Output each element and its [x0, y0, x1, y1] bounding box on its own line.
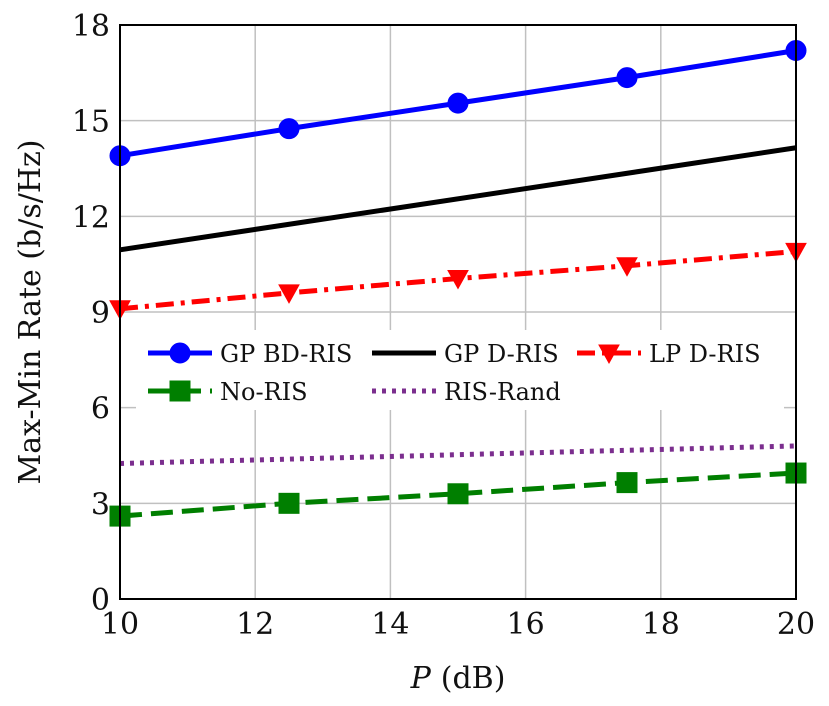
y-axis-title: Max-Min Rate (b/s/Hz)	[13, 140, 48, 485]
y-tick-label: 15	[72, 105, 110, 140]
series-line	[119, 470, 797, 519]
data-point	[616, 472, 638, 494]
series-ris-rand	[119, 443, 797, 466]
x-tick-label: 16	[507, 607, 545, 642]
y-tick-label: 3	[91, 487, 110, 522]
x-axis-unit: (dB)	[441, 661, 506, 696]
data-point	[616, 67, 638, 89]
x-tick-label: 12	[236, 607, 274, 642]
plot-frame	[119, 24, 797, 600]
y-tick-label: 12	[72, 200, 110, 235]
legend-item: GP D-RIS	[372, 340, 559, 368]
series-gp-bd-ris	[109, 40, 807, 167]
data-point	[169, 380, 191, 402]
series-gp-d-ris	[119, 145, 797, 253]
data-point	[169, 342, 191, 364]
data-point	[447, 92, 469, 114]
y-tick-label: 18	[72, 9, 110, 44]
data-point	[278, 118, 300, 140]
data-point	[616, 257, 638, 277]
data-point	[447, 270, 469, 290]
data-point	[278, 284, 300, 304]
data-point	[598, 344, 620, 365]
y-tick-label: 6	[91, 392, 110, 427]
legend-item: No-RIS	[148, 378, 308, 406]
legend-item: RIS-Rand	[372, 378, 561, 406]
series-no-ris	[109, 462, 807, 527]
series-line	[119, 443, 797, 466]
legend: GP BD-RIS GP D-RIS LP D-RIS No-RIS RIS-Rand	[136, 330, 784, 410]
x-tick-label: 18	[642, 607, 680, 642]
legend-label: RIS-Rand	[444, 378, 561, 406]
legend-label: LP D-RIS	[649, 340, 761, 368]
legend-box	[136, 330, 784, 410]
x-tick-label: 20	[777, 607, 815, 642]
tick-labels: 10 12 14 16 18 20 0 3 6 9 12 15 18	[72, 9, 815, 642]
data-point	[447, 483, 469, 505]
y-tick-label: 9	[91, 296, 110, 331]
legend-label: GP BD-RIS	[220, 340, 352, 368]
series-lp-d-ris	[109, 242, 807, 320]
legend-item: GP BD-RIS	[148, 340, 352, 368]
x-axis-variable: P	[410, 661, 432, 696]
series-group	[109, 40, 807, 527]
series-line	[119, 145, 797, 253]
x-tick-label: 10	[101, 607, 139, 642]
data-point	[278, 492, 300, 514]
y-tick-label: 0	[91, 583, 110, 618]
x-tick-label: 14	[371, 607, 409, 642]
x-axis-title: P (dB)	[410, 661, 506, 696]
legend-item: LP D-RIS	[577, 340, 761, 368]
legend-label: No-RIS	[220, 378, 308, 406]
legend-label: GP D-RIS	[444, 340, 559, 368]
